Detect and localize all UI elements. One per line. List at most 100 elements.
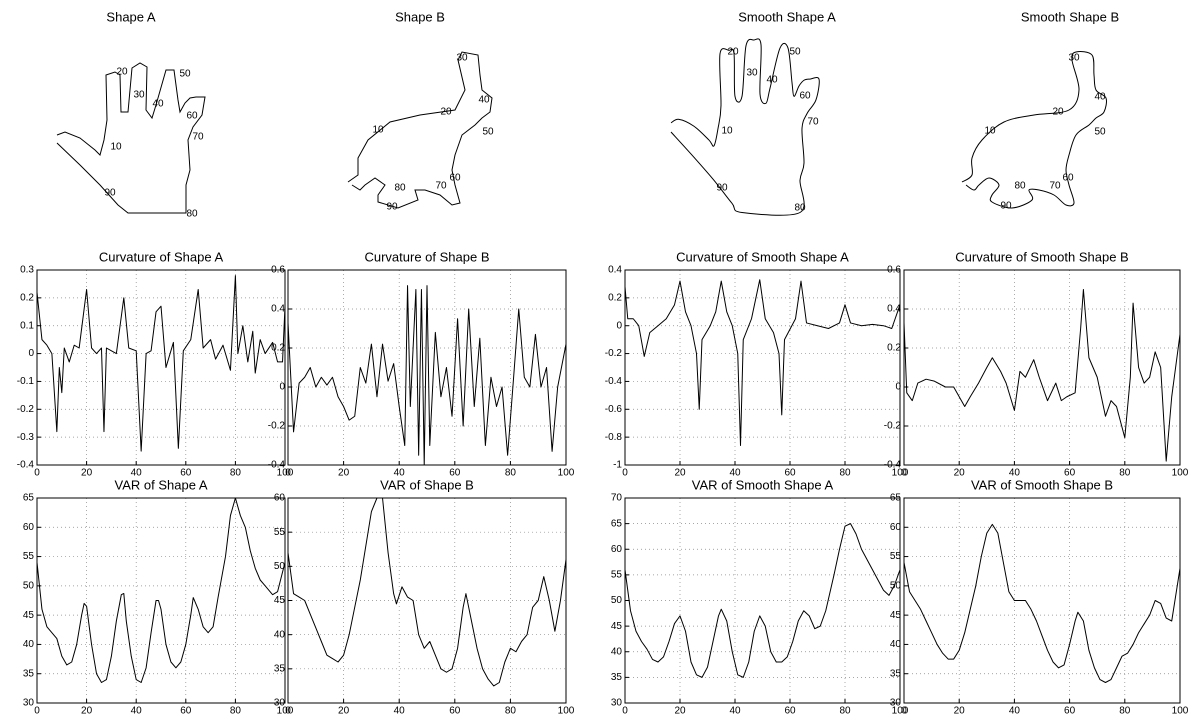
data-line (625, 280, 900, 446)
y-tick-label: 40 (890, 639, 902, 650)
y-tick-label: 0.1 (20, 320, 34, 331)
x-tick-label: 20 (954, 468, 966, 479)
point-label: 50 (179, 69, 191, 80)
y-tick-label: 55 (274, 527, 286, 538)
point-label: 50 (1094, 127, 1106, 138)
point-label: 30 (746, 68, 758, 79)
x-tick-label: 20 (674, 468, 686, 479)
y-tick-label: 0.3 (20, 265, 34, 276)
y-tick-label: 0.4 (887, 304, 901, 315)
figure: Shape A102030405060708090Shape B10203040… (0, 0, 1191, 715)
y-tick-label: 50 (611, 595, 623, 606)
point-label: 10 (372, 125, 384, 136)
point-label: 30 (456, 53, 468, 64)
y-tick-label: 45 (274, 595, 286, 606)
point-label: 50 (482, 127, 494, 138)
shape-outline (348, 52, 492, 208)
data-line (625, 524, 900, 678)
y-tick-label: 55 (890, 551, 902, 562)
y-tick-label: 50 (890, 580, 902, 591)
x-tick-label: 20 (954, 706, 966, 715)
y-tick-label: 0.4 (608, 265, 622, 276)
x-tick-label: 40 (1009, 706, 1021, 715)
x-tick-label: 80 (505, 468, 517, 479)
chart-title: VAR of Shape B (380, 477, 474, 492)
point-label: 40 (152, 99, 164, 110)
y-tick-label: 50 (23, 580, 35, 591)
y-tick-label: 55 (23, 551, 35, 562)
page: Shape A102030405060708090Shape B10203040… (0, 0, 1191, 720)
x-tick-label: 20 (81, 706, 93, 715)
x-tick-label: 0 (901, 706, 907, 715)
x-tick-label: 60 (1064, 706, 1076, 715)
point-label: 60 (799, 91, 811, 102)
shape-title: Shape B (395, 9, 445, 24)
chart-title: Curvature of Shape B (364, 249, 489, 264)
y-tick-label: 60 (890, 522, 902, 533)
y-tick-label: 0.2 (20, 292, 34, 303)
plot-frame (904, 498, 1180, 703)
x-tick-label: 40 (729, 706, 741, 715)
y-tick-label: -0.3 (17, 432, 35, 443)
point-label: 60 (186, 111, 198, 122)
x-tick-label: 0 (622, 468, 628, 479)
point-label: 40 (478, 95, 490, 106)
x-tick-label: 40 (394, 706, 406, 715)
chart-title: Curvature of Smooth Shape A (676, 249, 849, 264)
y-tick-label: 0.2 (271, 343, 285, 354)
y-tick-label: 30 (890, 698, 902, 709)
y-tick-label: 40 (611, 646, 623, 657)
plot-frame (37, 270, 285, 465)
x-tick-label: 100 (1172, 706, 1189, 715)
y-tick-label: 35 (890, 668, 902, 679)
data-line (288, 286, 566, 465)
point-label: 10 (110, 142, 122, 153)
point-label: 70 (1049, 181, 1061, 192)
chart-title: VAR of Smooth Shape B (971, 477, 1113, 492)
point-label: 90 (386, 202, 398, 213)
data-line (37, 276, 285, 452)
y-tick-label: -0.2 (605, 348, 623, 359)
point-label: 20 (116, 67, 128, 78)
x-tick-label: 60 (784, 706, 796, 715)
point-label: 80 (186, 209, 198, 220)
data-line (37, 498, 285, 683)
y-tick-label: 0 (28, 348, 34, 359)
y-tick-label: 35 (23, 668, 35, 679)
x-tick-label: 100 (558, 468, 575, 479)
y-tick-label: 65 (611, 518, 623, 529)
x-tick-label: 0 (622, 706, 628, 715)
chart-title: Curvature of Shape A (99, 249, 224, 264)
x-tick-label: 60 (180, 706, 192, 715)
point-label: 80 (394, 183, 406, 194)
y-tick-label: 0.6 (887, 265, 901, 276)
chart-title: VAR of Shape A (115, 477, 208, 492)
point-label: 90 (716, 183, 728, 194)
x-tick-label: 20 (338, 468, 350, 479)
data-line (904, 524, 1180, 682)
y-tick-label: -0.4 (884, 460, 902, 471)
y-tick-label: -0.6 (605, 404, 623, 415)
point-label: 40 (766, 75, 778, 86)
y-tick-label: 0 (279, 382, 285, 393)
shape-title: Smooth Shape A (738, 9, 836, 24)
x-tick-label: 20 (674, 706, 686, 715)
y-tick-label: 30 (611, 698, 623, 709)
data-line (904, 290, 1180, 462)
y-tick-label: -0.2 (884, 421, 902, 432)
shape-outline (671, 39, 819, 215)
y-tick-label: 0.2 (608, 292, 622, 303)
y-tick-label: -0.8 (605, 432, 623, 443)
y-tick-label: 60 (274, 493, 286, 504)
point-label: 60 (1062, 173, 1074, 184)
plot-frame (625, 498, 900, 703)
point-label: 50 (789, 47, 801, 58)
x-tick-label: 80 (839, 468, 851, 479)
point-label: 30 (133, 90, 145, 101)
point-label: 90 (1000, 201, 1012, 212)
x-tick-label: 60 (449, 706, 461, 715)
y-tick-label: 65 (890, 493, 902, 504)
y-tick-label: 60 (23, 522, 35, 533)
y-tick-label: 0.2 (887, 343, 901, 354)
point-label: 10 (721, 126, 733, 137)
